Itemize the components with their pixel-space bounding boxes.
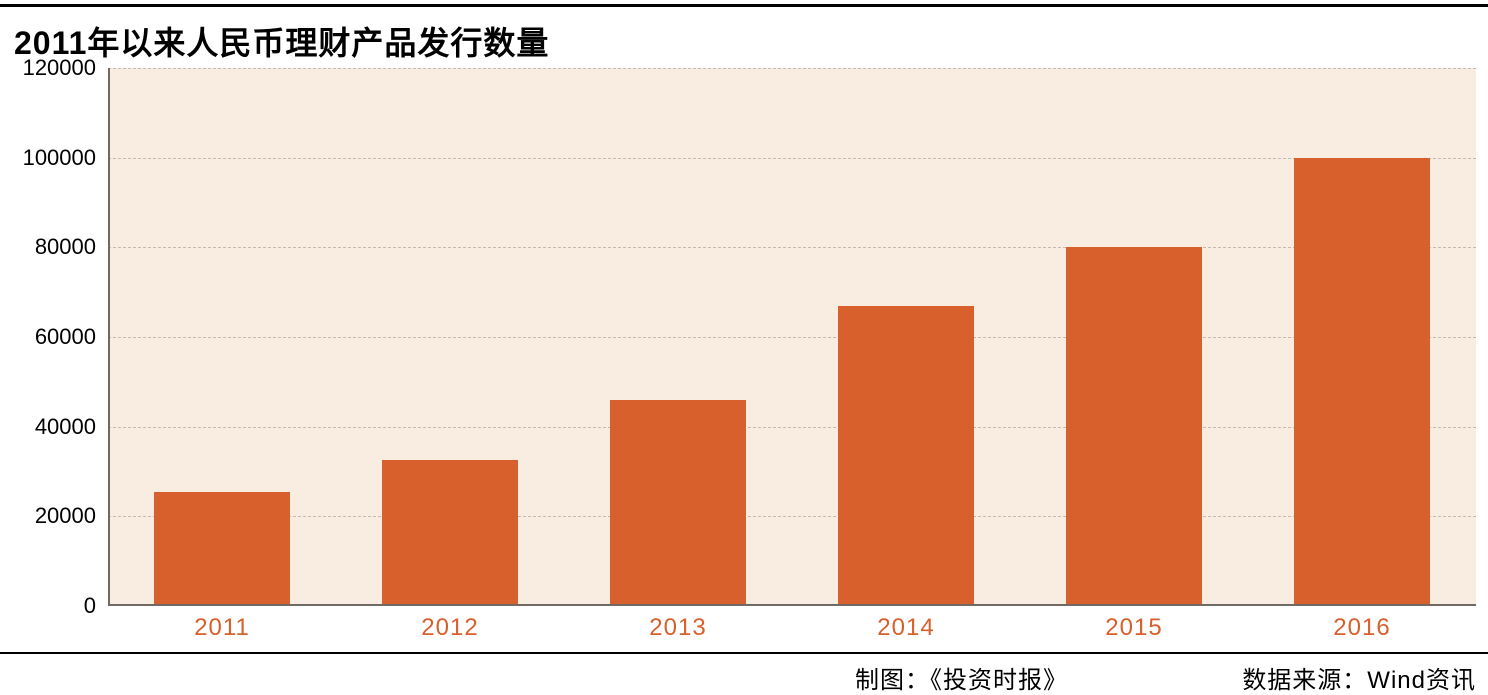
bar <box>1066 247 1202 606</box>
x-axis-line <box>108 604 1476 606</box>
x-tick-label: 2013 <box>649 614 706 642</box>
y-tick-label: 0 <box>0 593 96 619</box>
grid-line <box>108 68 1476 69</box>
plot-area <box>108 68 1476 606</box>
grid-line <box>108 337 1476 338</box>
y-tick-label: 20000 <box>0 503 96 529</box>
grid-line <box>108 516 1476 517</box>
top-rule <box>0 4 1488 7</box>
bar <box>610 400 746 606</box>
chart-frame: 2011年以来人民币理财产品发行数量 020000400006000080000… <box>0 0 1488 694</box>
y-tick-label: 100000 <box>0 145 96 171</box>
bar <box>1294 158 1430 606</box>
x-tick-label: 2014 <box>877 614 934 642</box>
bar <box>838 306 974 606</box>
y-tick-label: 40000 <box>0 414 96 440</box>
x-tick-label: 2015 <box>1105 614 1162 642</box>
grid-line <box>108 247 1476 248</box>
bottom-rule <box>0 652 1488 654</box>
grid-line <box>108 427 1476 428</box>
y-tick-label: 120000 <box>0 55 96 81</box>
x-tick-label: 2011 <box>194 614 250 642</box>
y-tick-label: 80000 <box>0 234 96 260</box>
source-data: 数据来源：Wind资讯 <box>1242 660 1476 695</box>
bar <box>154 492 290 606</box>
y-axis-line <box>108 68 110 606</box>
source-credit: 制图：《投资时报》 <box>855 660 1068 695</box>
grid-line <box>108 158 1476 159</box>
x-tick-label: 2016 <box>1333 614 1390 642</box>
bar <box>382 460 518 606</box>
x-tick-label: 2012 <box>421 614 478 642</box>
y-tick-label: 60000 <box>0 324 96 350</box>
